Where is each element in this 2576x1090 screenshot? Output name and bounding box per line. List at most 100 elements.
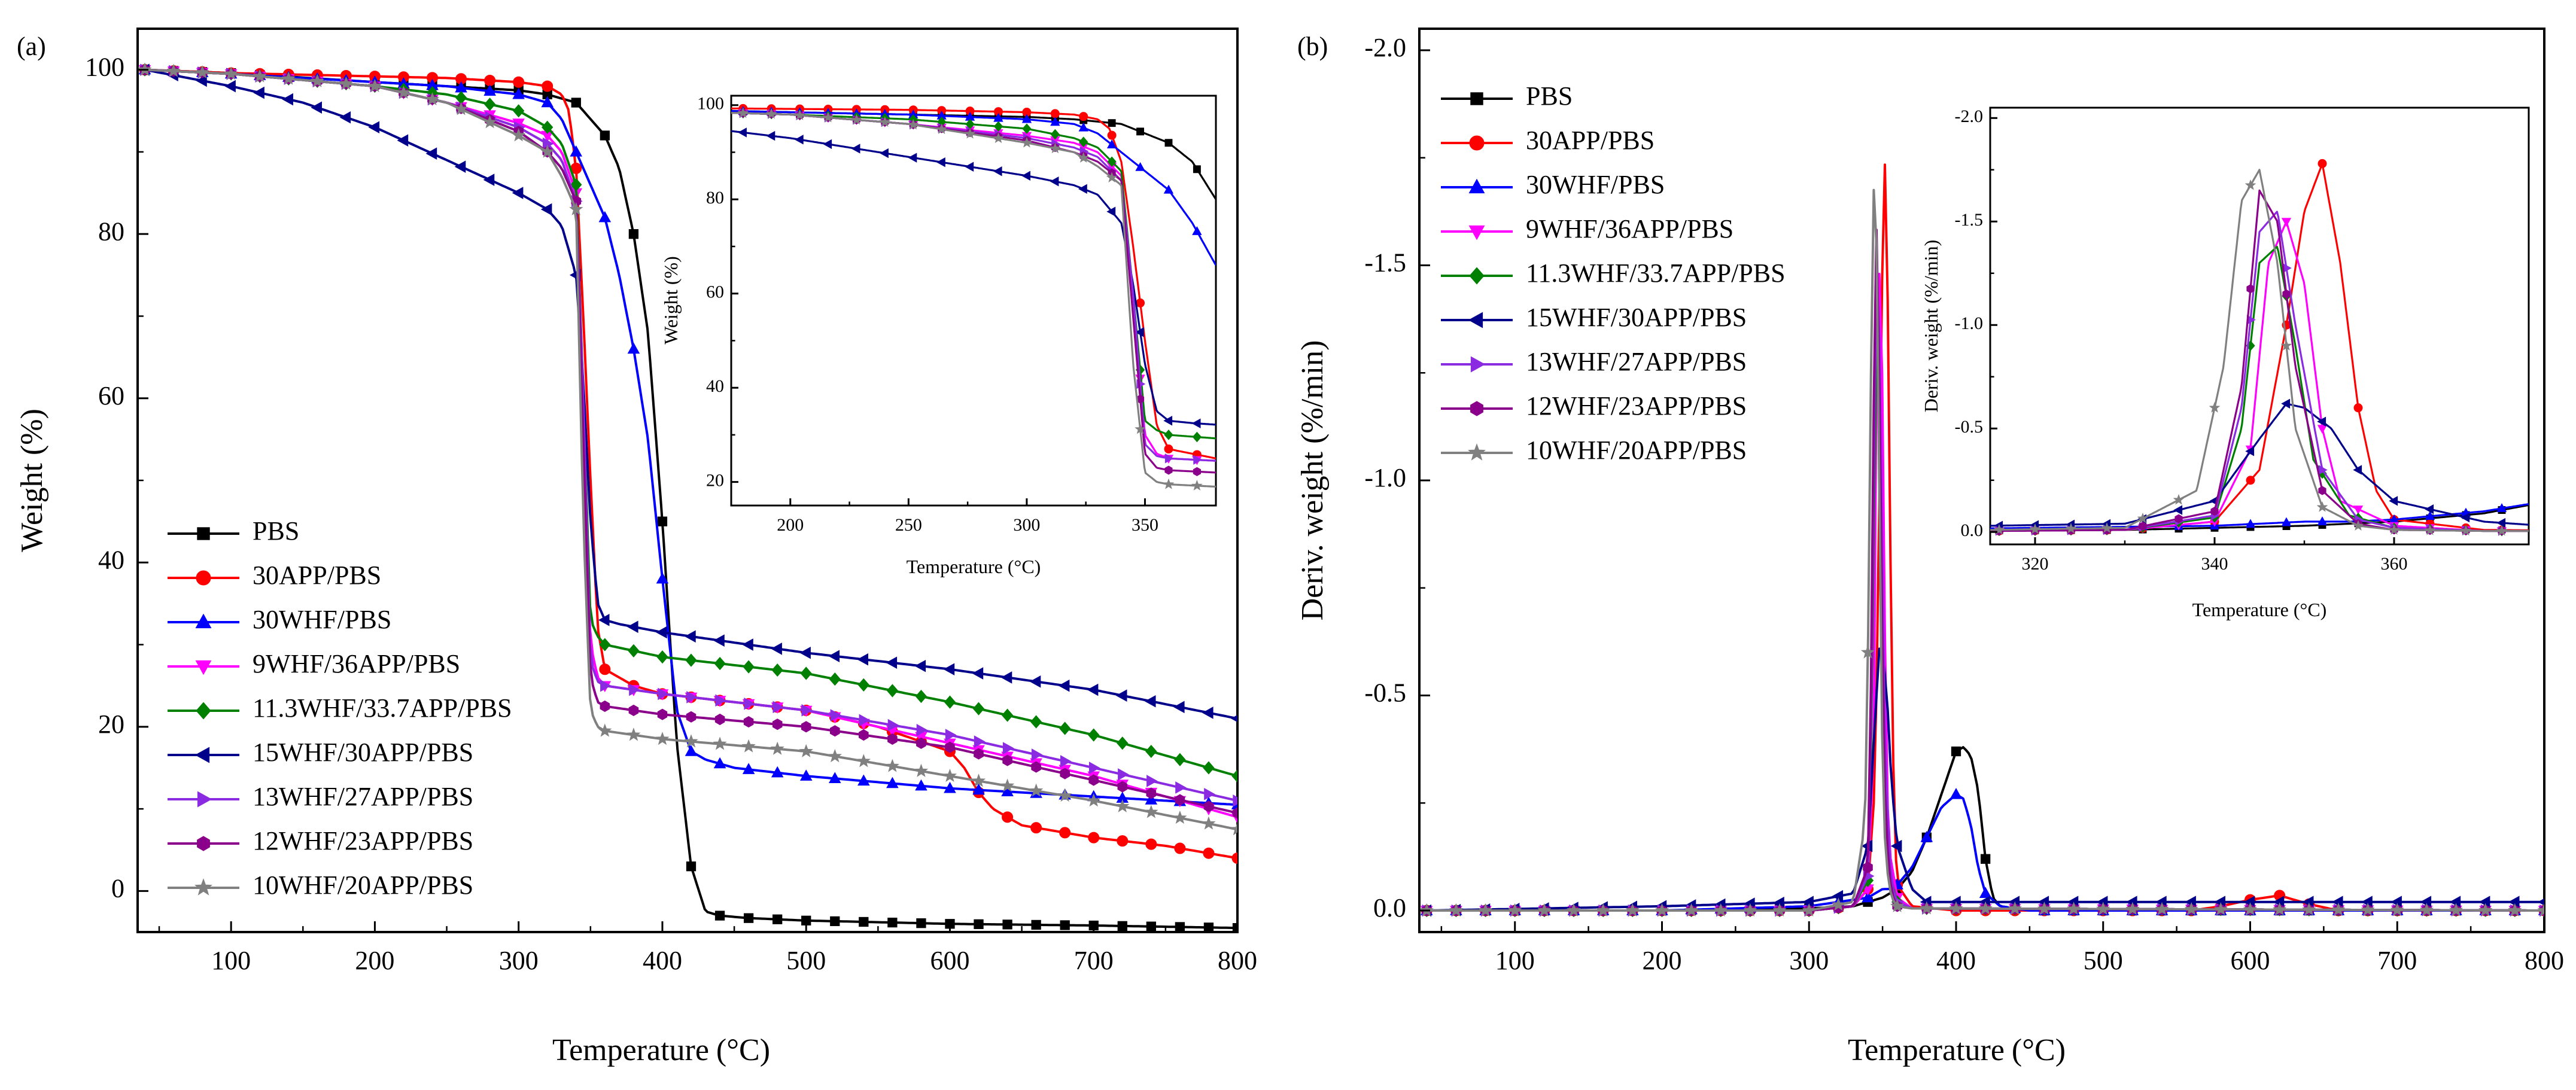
panel-a-legend-label-12whf-23app-pbs: 12WHF/23APP/PBS xyxy=(253,826,473,855)
panel-a-inset-y-tick-label: 60 xyxy=(706,282,724,302)
panel-a-legend-marker-12whf-23app-pbs xyxy=(197,836,210,851)
panel-a-inset-point-pbs xyxy=(1164,139,1173,147)
panel-a-point-30app-pbs xyxy=(1088,832,1100,844)
panel-a-inset-point-11-3whf-33-7app-pbs xyxy=(1022,123,1032,134)
panel-a-point-15whf-30app-pbs xyxy=(713,634,725,647)
panel-a-point-10whf-20app-pbs xyxy=(512,128,526,142)
panel-a-inset-point-pbs xyxy=(1136,127,1145,136)
panel-a-point-15whf-30app-pbs xyxy=(1115,689,1127,702)
panel-a-x-tick-label: 500 xyxy=(786,946,826,975)
panel-a-point-13whf-27app-pbs xyxy=(744,698,756,710)
panel-a-point-pbs xyxy=(1060,920,1070,930)
panel-a-point-15whf-30app-pbs xyxy=(339,111,351,124)
panel-a-point-11-3whf-33-7app-pbs xyxy=(1059,721,1071,735)
panel-a-point-13whf-27app-pbs xyxy=(629,683,640,696)
panel-a-inset-point-10whf-20app-pbs xyxy=(879,116,891,127)
panel-b-point-15whf-30app-pbs xyxy=(2420,896,2432,908)
panel-b-point-30whf-pbs xyxy=(1950,787,1963,799)
panel-a-inset: 200 250 300 350 20 40 60 80 100 Temperature (°C)… xyxy=(660,94,1217,577)
panel-a-point-15whf-30app-pbs xyxy=(540,203,552,216)
panel-b-inset-point-13whf-27app-pbs xyxy=(2318,465,2328,475)
panel-b-point-10whf-20app-pbs xyxy=(1478,903,1493,917)
panel-a-point-12whf-23app-pbs xyxy=(714,713,725,726)
panel-a-inset-point-10whf-20app-pbs xyxy=(1049,142,1061,154)
panel-a-point-11-3whf-33-7app-pbs xyxy=(1117,736,1129,750)
panel-b-inset-x-tick-label: 340 xyxy=(2201,554,2228,574)
panel-a-inset-point-30whf-pbs xyxy=(1021,114,1032,123)
panel-a-point-30app-pbs xyxy=(1059,827,1071,839)
panel-b-inset-point-12whf-23app-pbs xyxy=(2139,522,2147,531)
panel-a-point-15whf-30app-pbs xyxy=(1029,675,1041,688)
panel-b-inset-point-10whf-20app-pbs xyxy=(2065,522,2077,534)
panel-a-inset-point-30whf-pbs xyxy=(1163,184,1174,194)
panel-a-point-15whf-30app-pbs xyxy=(626,620,638,634)
panel-a-point-pbs xyxy=(1203,922,1214,932)
panel-a-point-13whf-27app-pbs xyxy=(1146,775,1158,787)
panel-a-inset-point-15whf-30app-pbs xyxy=(936,157,945,168)
panel-a-point-15whf-30app-pbs xyxy=(224,80,236,93)
panel-b-point-15whf-30app-pbs xyxy=(1802,896,1814,908)
panel-a-point-30app-pbs xyxy=(513,76,525,88)
panel-b: (b) 100 200 300 400 500 600 700 800 0.0 -0.5 -1.0… xyxy=(1295,28,2564,1067)
panel-b-legend-item-13whf-27app-pbs: 13WHF/27APP/PBS xyxy=(1441,347,1747,376)
panel-b-inset-point-10whf-20app-pbs xyxy=(2424,524,2436,535)
panel-b-x-tick-label: 200 xyxy=(1642,946,1681,975)
panel-a-legend-marker-9whf-36app-pbs xyxy=(195,660,212,675)
panel-a-inset-point-30app-pbs xyxy=(1079,112,1088,121)
panel-a-inset-y-axis-title: Weight (%) xyxy=(660,256,682,345)
panel-a-point-12whf-23app-pbs xyxy=(945,741,955,753)
panel-b-point-pbs xyxy=(1951,746,1961,757)
panel-a-point-13whf-27app-pbs xyxy=(715,694,727,707)
panel-a-inset-point-15whf-30app-pbs xyxy=(738,127,747,138)
panel-b-point-pbs xyxy=(1980,854,1991,864)
panel-a-inset-point-10whf-20app-pbs xyxy=(907,118,919,130)
panel-a-point-10whf-20app-pbs xyxy=(741,739,756,753)
panel-a-point-10whf-20app-pbs xyxy=(1144,805,1158,818)
panel-a-legend-label-30app-pbs: 30APP/PBS xyxy=(253,561,381,590)
panel-b-inset-point-30whf-pbs xyxy=(2281,517,2292,526)
panel-b-point-10whf-20app-pbs xyxy=(2419,903,2434,917)
panel-a-inset-point-12whf-23app-pbs xyxy=(1193,467,1201,476)
panel-a-point-30whf-pbs xyxy=(685,745,698,756)
panel-b-inset-frame xyxy=(1989,106,2530,546)
panel-a-inset-point-10whf-20app-pbs xyxy=(822,111,834,123)
panel-a-inset-x-axis-title: Temperature (°C) xyxy=(907,556,1041,577)
panel-a-inset-point-15whf-30app-pbs xyxy=(1078,184,1087,194)
panel-a-inset-point-15whf-30app-pbs xyxy=(908,153,917,163)
panel-a-point-10whf-20app-pbs xyxy=(1202,816,1216,830)
panel-a-point-11-3whf-33-7app-pbs xyxy=(714,657,726,671)
panel-b-y-tick-label: -1.5 xyxy=(1364,248,1406,278)
panel-b-legend-marker-13whf-27app-pbs xyxy=(1470,356,1486,373)
panel-a-point-12whf-23app-pbs xyxy=(916,737,926,749)
panel-a-point-12whf-23app-pbs xyxy=(1060,768,1070,780)
panel-b-inset-point-15whf-30app-pbs xyxy=(2173,505,2183,515)
panel-b-inset-point-10whf-20app-pbs xyxy=(2280,340,2292,351)
panel-a-inset-point-30whf-pbs xyxy=(1106,139,1117,148)
panel-b-legend-item-9whf-36app-pbs: 9WHF/36APP/PBS xyxy=(1441,214,1733,243)
panel-a-point-30whf-pbs xyxy=(944,781,956,793)
panel-a-y-tick-label: 100 xyxy=(85,53,124,82)
panel-b-inset-point-15whf-30app-pbs xyxy=(2281,398,2291,409)
panel-a-point-30whf-pbs xyxy=(598,211,612,223)
panel-a-point-30whf-pbs xyxy=(1145,793,1158,805)
panel-a-point-pbs xyxy=(657,516,668,526)
panel-a-series-group xyxy=(138,62,1237,932)
panel-a-x-tick-label: 800 xyxy=(1218,946,1257,975)
panel-a-point-12whf-23app-pbs xyxy=(801,721,811,733)
panel-a-inset-point-30app-pbs xyxy=(1050,109,1060,118)
panel-a-legend-item-30app-pbs: 30APP/PBS xyxy=(168,561,381,590)
panel-b-point-15whf-30app-pbs xyxy=(2449,896,2461,908)
panel-b-point-10whf-20app-pbs xyxy=(1508,903,1522,917)
panel-a-point-13whf-27app-pbs xyxy=(1233,794,1237,807)
panel-a: (a) 100 200 300 400 500 600 700 800 0 20 40 60 80 10… xyxy=(15,28,1257,1067)
panel-a-point-15whf-30app-pbs xyxy=(311,101,322,114)
panel-b-point-10whf-20app-pbs xyxy=(2096,902,2110,915)
panel-a-legend-item-9whf-36app-pbs: 9WHF/36APP/PBS xyxy=(168,649,460,678)
panel-a-point-10whf-20app-pbs xyxy=(396,85,411,99)
panel-a-point-pbs xyxy=(859,917,869,927)
panel-b-plot-area xyxy=(1419,163,2544,918)
panel-a-point-10whf-20app-pbs xyxy=(339,76,354,90)
panel-a-point-pbs xyxy=(1146,921,1156,931)
panel-a-point-10whf-20app-pbs xyxy=(1000,778,1015,792)
